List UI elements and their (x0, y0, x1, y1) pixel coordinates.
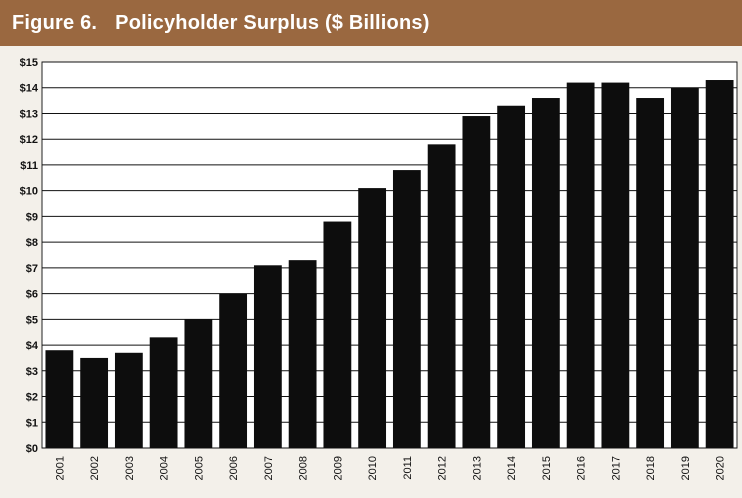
bar-2016 (566, 82, 595, 448)
y-tick-label: $10 (20, 186, 38, 198)
bar-2004 (149, 337, 178, 448)
bar-2017 (601, 82, 630, 448)
x-tick-label: 2015 (541, 456, 553, 480)
x-tick-label: 2006 (228, 456, 240, 480)
x-axis-ticks: 2001 2002 2003 2004 2005 2006 2007 2008 2009 2010… (54, 456, 726, 480)
x-tick-label: 2019 (680, 456, 692, 480)
y-tick-label: $7 (26, 263, 38, 275)
x-tick-label: 2014 (506, 456, 518, 480)
x-tick-label: 2013 (471, 456, 483, 480)
bar-2019 (670, 87, 699, 448)
bar-2008 (288, 260, 317, 448)
bar-2020 (705, 80, 734, 448)
y-tick-label: $11 (20, 160, 38, 172)
bar-2005 (184, 319, 213, 448)
x-tick-label: 2003 (124, 456, 136, 480)
bar-2003 (114, 352, 143, 448)
y-tick-label: $4 (26, 340, 39, 352)
y-tick-label: $1 (26, 417, 38, 429)
x-tick-label: 2004 (159, 456, 171, 480)
plot-area (41, 61, 738, 449)
y-tick-label: $15 (20, 57, 38, 69)
bar-2014 (497, 105, 526, 448)
figure-number: Figure 6. (12, 11, 98, 34)
x-tick-label: 2020 (715, 456, 727, 480)
bar-2015 (531, 98, 560, 448)
chart-title: Policyholder Surplus ($ Billions) (115, 11, 430, 34)
y-tick-label: $13 (20, 108, 38, 120)
bar-2009 (323, 221, 352, 448)
x-tick-label: 2005 (193, 456, 205, 480)
y-tick-label: $6 (26, 289, 38, 301)
y-tick-label: $14 (20, 83, 39, 95)
y-tick-label: $5 (26, 314, 38, 326)
x-tick-label: 2016 (576, 456, 588, 480)
y-tick-label: $3 (26, 366, 38, 378)
y-tick-label: $9 (26, 211, 38, 223)
x-tick-label: 2002 (89, 456, 101, 480)
bar-2006 (219, 293, 248, 448)
x-tick-label: 2012 (437, 456, 449, 480)
y-tick-label: $12 (20, 134, 38, 146)
bar-2002 (80, 357, 109, 448)
x-tick-label: 2007 (263, 456, 275, 480)
x-tick-label: 2018 (645, 456, 657, 480)
bar-2018 (636, 98, 665, 448)
y-tick-label: $0 (26, 443, 38, 455)
y-tick-label: $8 (26, 237, 38, 249)
x-tick-label: 2011 (402, 456, 414, 480)
y-axis-ticks: $0 $1 $2 $3 $4 $5 $6 $7 $8 $9 $10 $11 $12 $13 $14 $15 (20, 57, 39, 455)
bar-2012 (427, 144, 456, 448)
x-tick-label: 2010 (367, 456, 379, 480)
x-tick-label: 2001 (54, 456, 66, 480)
y-tick-label: $2 (26, 392, 38, 404)
bar-2001 (45, 350, 74, 448)
figure-header: Figure 6. Policyholder Surplus ($ Billio… (0, 0, 742, 46)
bar-2013 (462, 116, 491, 448)
bars (45, 80, 734, 449)
bar-2010 (358, 188, 387, 449)
bar-2011 (392, 170, 421, 448)
x-tick-label: 2009 (332, 456, 344, 480)
bar-2007 (253, 265, 282, 448)
x-tick-label: 2017 (610, 456, 622, 480)
bar-chart: $0 $1 $2 $3 $4 $5 $6 $7 $8 $9 $10 $11 $12 $13 $14 $15 2… (20, 57, 738, 480)
x-tick-label: 2008 (298, 456, 310, 480)
